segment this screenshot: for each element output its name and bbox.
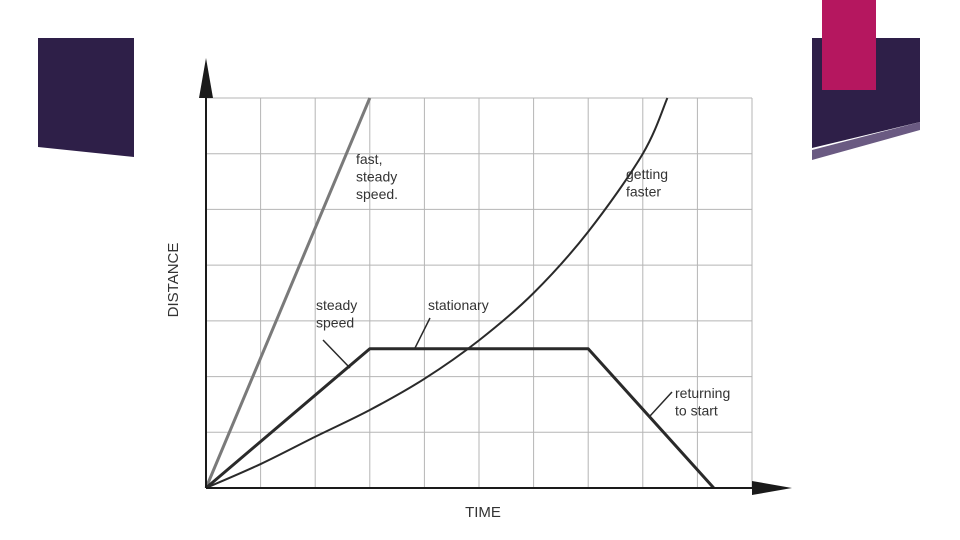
- y-axis-label: DISTANCE: [165, 243, 182, 318]
- annotation-line: to start: [675, 403, 718, 419]
- x-axis-label: TIME: [465, 504, 501, 521]
- annotation-steady-speed: steady speed: [316, 297, 357, 331]
- pointer-steady-speed: [322, 339, 351, 369]
- pointer-returning: [649, 391, 673, 417]
- annotation-line: speed.: [356, 186, 398, 202]
- annotation-fast-steady-speed: fast, steady speed.: [356, 151, 398, 202]
- annotation-getting-faster: getting faster: [626, 166, 668, 200]
- annotation-line: stationary: [428, 297, 489, 313]
- annotation-line: getting: [626, 166, 668, 182]
- annotation-line: speed: [316, 315, 354, 331]
- annotation-line: fast,: [356, 151, 382, 167]
- y-axis-arrowhead: [199, 58, 213, 98]
- annotation-stationary: stationary: [428, 297, 489, 313]
- series-line-getting-faster: [205, 97, 669, 489]
- right-accent-bar: [822, 0, 876, 90]
- chart-series: [204, 97, 715, 490]
- chart-axes: [199, 58, 792, 495]
- annotation-line: steady: [356, 169, 397, 185]
- right-deco-strip: [812, 122, 920, 160]
- annotation-line: faster: [626, 184, 661, 200]
- x-axis-arrowhead: [752, 481, 792, 495]
- series-line-journey: [205, 347, 715, 490]
- annotation-line: steady: [316, 297, 357, 313]
- pointer-stationary: [414, 317, 431, 349]
- annotation-line: returning: [675, 385, 730, 401]
- series-line-fast-steady-speed: [204, 97, 372, 489]
- annotation-returning-to-start: returning to start: [675, 385, 730, 419]
- annotation-pointers: [322, 317, 673, 417]
- left-deco-block: [38, 38, 134, 157]
